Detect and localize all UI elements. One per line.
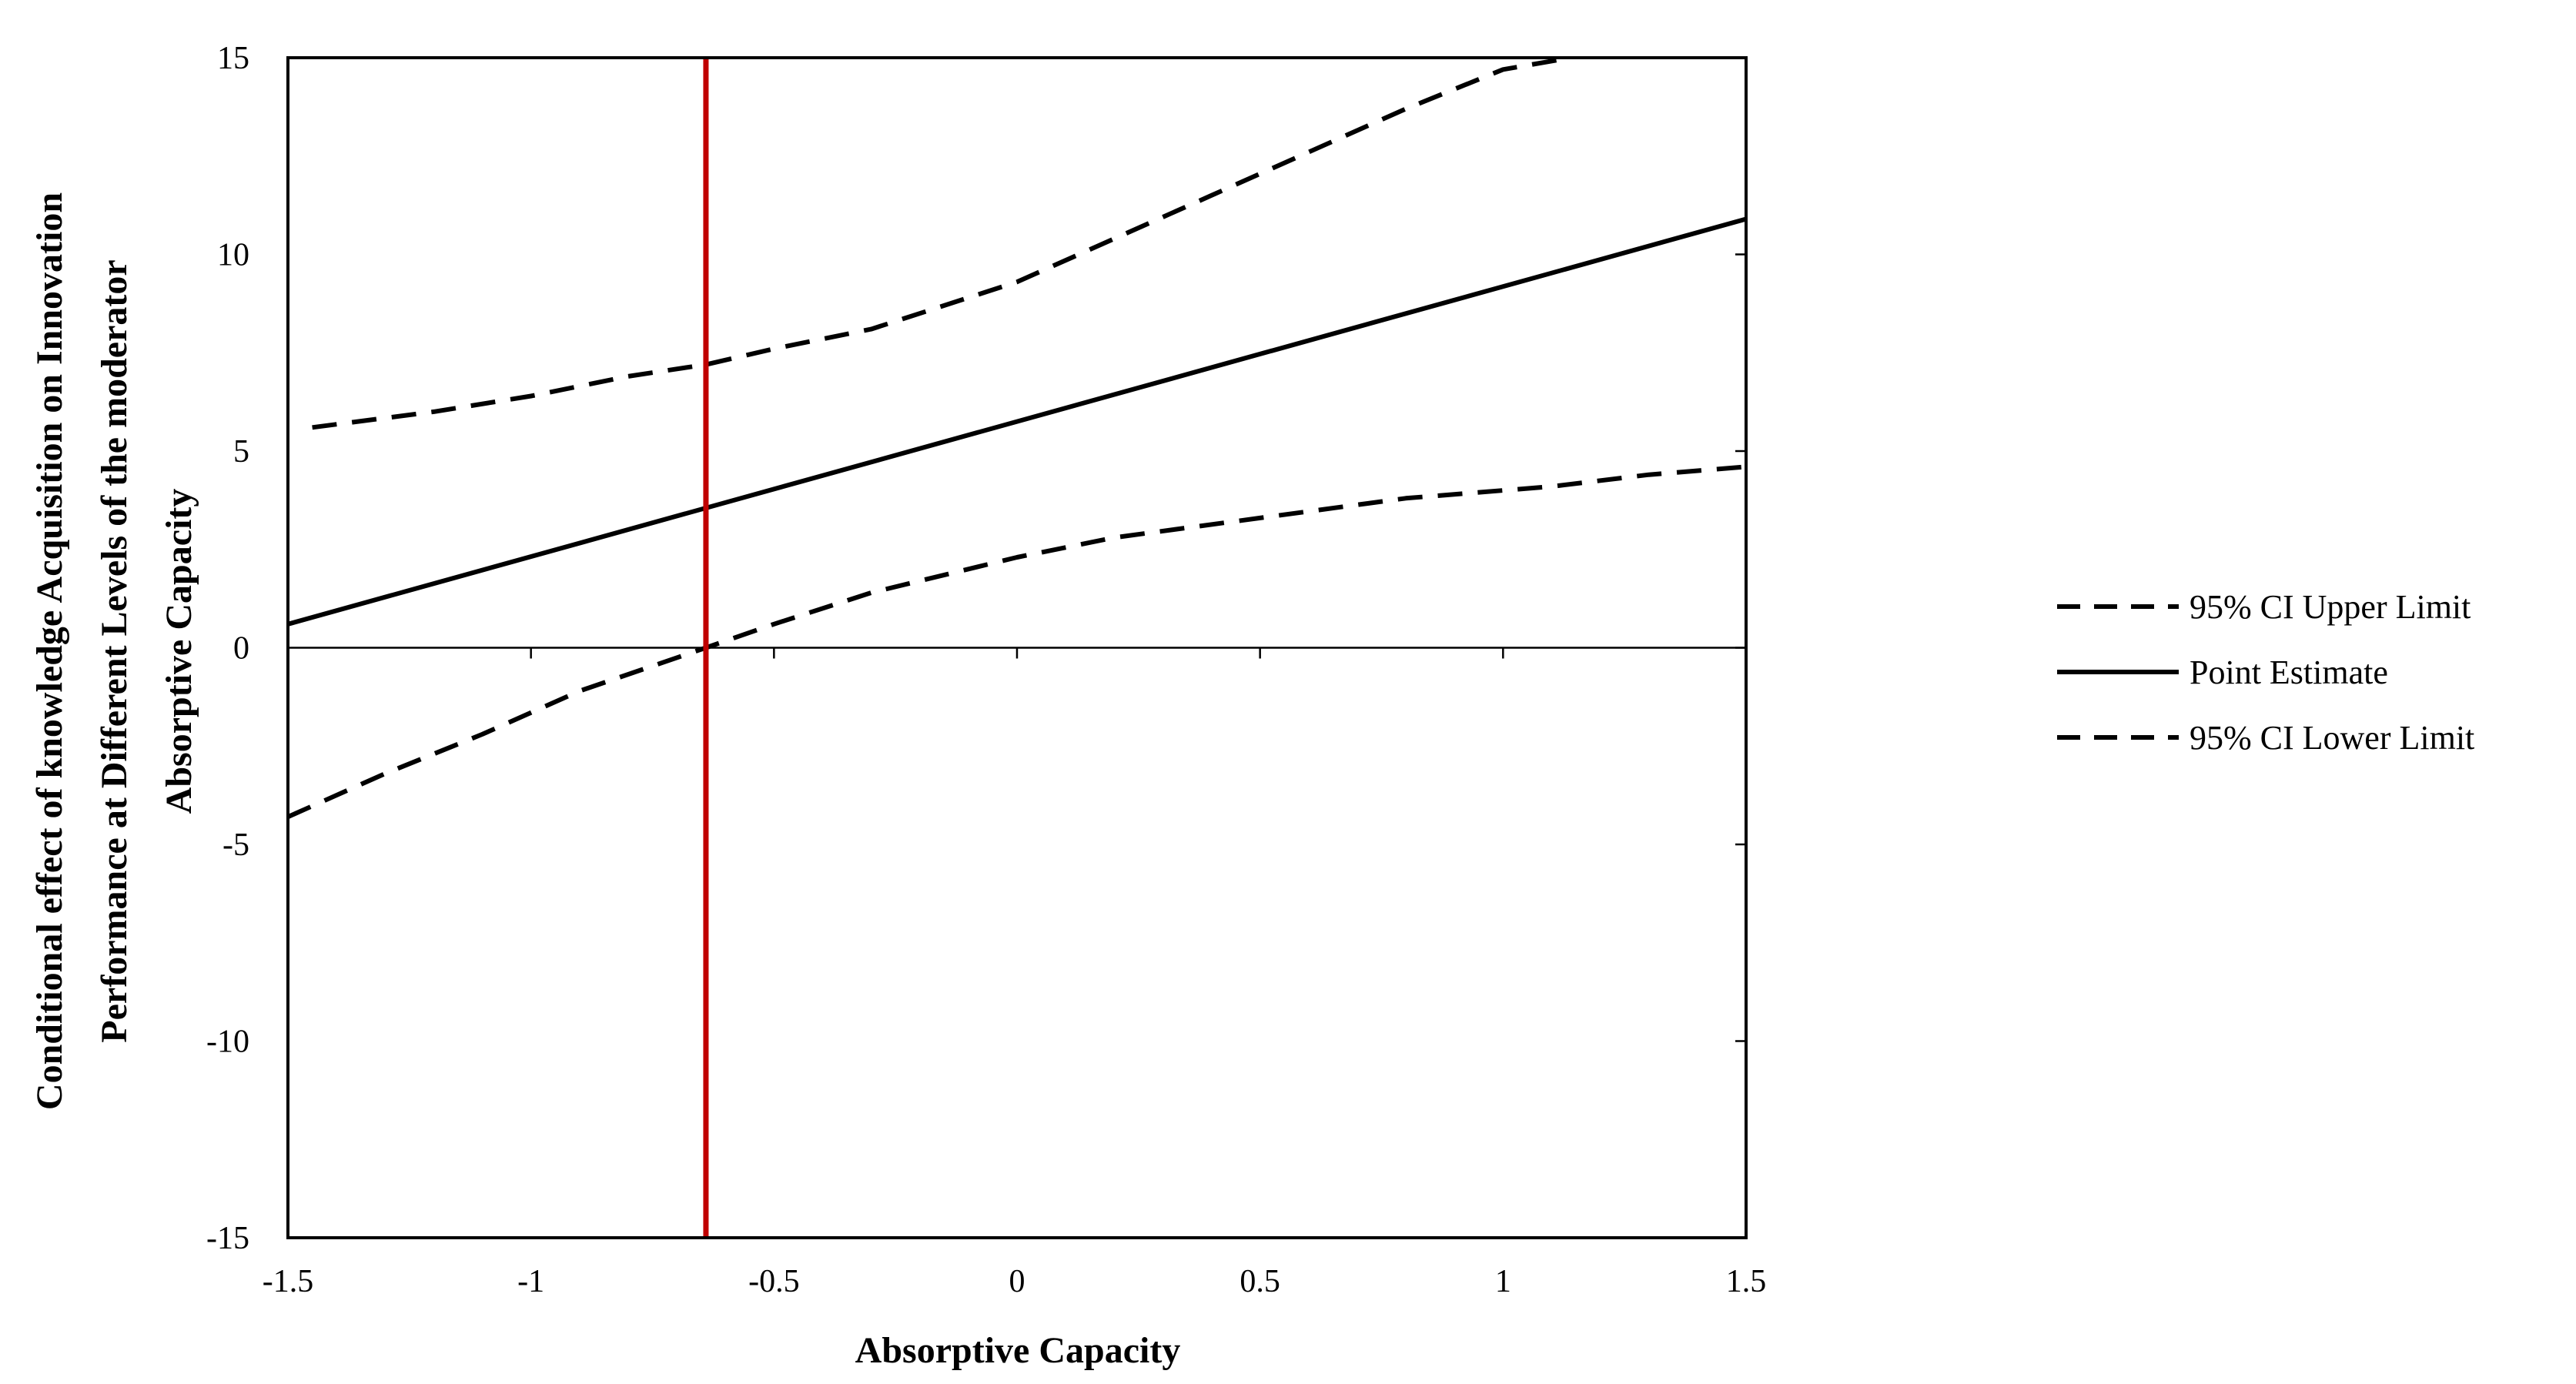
x-tick-label-0: -1.5 [263,1264,314,1299]
legend-label-point: Point Estimate [2190,654,2388,691]
series-group [288,58,1746,819]
series-line-0 [312,58,1572,430]
y-tick-label-1: -10 [206,1025,249,1060]
legend-label-lower: 95% CI Lower Limit [2190,719,2474,757]
x-tick-label-3: 0 [1009,1264,1025,1299]
x-tick-label-4: 0.5 [1239,1264,1280,1299]
series-line-2 [288,464,1746,819]
y-tick-label-2: -5 [222,827,249,863]
y-axis-title-line-2: Performance at Different Levels of the m… [94,259,135,1042]
y-axis-title-line-3: Absorptive Capacity [159,489,199,814]
y-tick-label-6: 15 [217,41,249,76]
legend-label-upper: 95% CI Upper Limit [2190,588,2471,626]
axes: -15 -10 -5 0 5 10 15 -1.5 -1 -0.5 0 0.5 1 1.5 [206,41,1766,1299]
legend: 95% CI Upper Limit Point Estimate 95% CI… [2057,588,2474,757]
y-axis-title: Conditional effect of knowledge Acquisit… [29,192,199,1110]
x-tick-label-1: -1 [517,1264,544,1299]
y-tick-label-5: 10 [217,238,249,273]
x-tick-label-2: -0.5 [748,1264,800,1299]
x-axis-title: Absorptive Capacity [855,1330,1181,1371]
plot-area [288,58,1746,1238]
y-tick-label-3: 0 [233,631,249,667]
y-axis-title-line-1: Conditional effect of knowledge Acquisit… [29,192,70,1110]
x-tick-label-5: 1 [1495,1264,1511,1299]
x-tick-label-6: 1.5 [1726,1264,1767,1299]
series-line-1 [288,216,1746,627]
y-tick-label-0: -15 [206,1221,249,1256]
y-tick-label-4: 5 [233,434,249,470]
